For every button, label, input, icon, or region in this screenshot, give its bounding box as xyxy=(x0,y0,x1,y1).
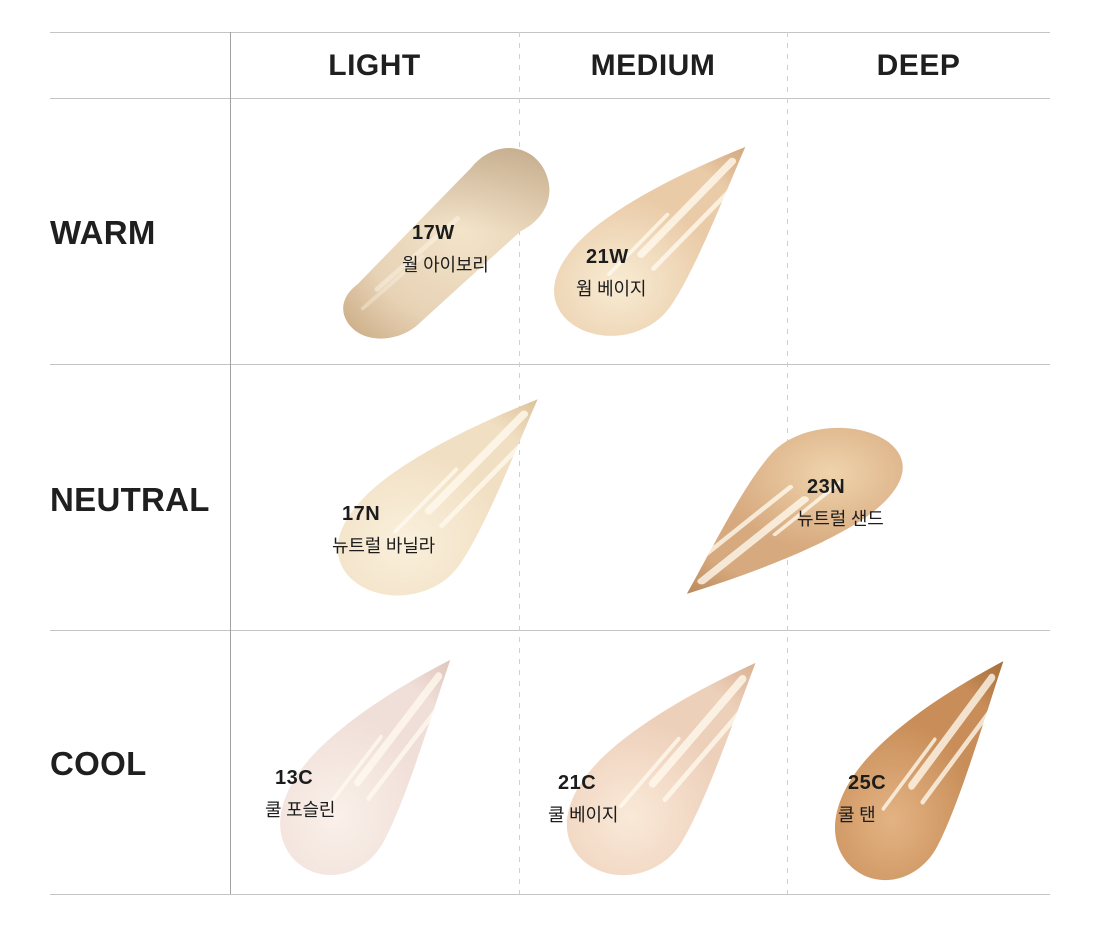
grid-line-top xyxy=(50,32,1050,33)
shade-name: 월 아이보리 xyxy=(402,255,489,275)
swatch-21w xyxy=(537,140,762,340)
shade-code: 17W xyxy=(412,222,455,244)
foundation-smear-23n xyxy=(668,424,922,600)
swatch-25c xyxy=(820,653,1018,885)
smear-highlight xyxy=(695,495,810,586)
shade-label-25c: 25C 쿨 탠 xyxy=(838,772,886,827)
smear-highlight xyxy=(636,156,738,259)
shade-name: 쿨 탠 xyxy=(838,805,876,825)
smear-highlight xyxy=(907,672,997,792)
row-header-neutral: NEUTRAL xyxy=(50,481,210,518)
shade-label-13c: 13C 쿨 포슬린 xyxy=(265,767,335,822)
row-header-warm: WARM xyxy=(50,214,156,251)
smear-highlight xyxy=(423,409,530,516)
grid-line-row1-bottom xyxy=(50,364,1050,365)
grid-line-header-bottom xyxy=(50,98,1050,99)
foundation-smear-13c xyxy=(265,652,465,880)
shade-label-23n: 23N 뉴트럴 샌드 xyxy=(797,476,884,531)
shade-code: 23N xyxy=(807,476,846,498)
shade-label-21c: 21C 쿨 베이지 xyxy=(548,772,618,827)
swatch-21c xyxy=(550,655,772,880)
shade-label-17n: 17N 뉴트럴 바닐라 xyxy=(332,503,435,558)
grid-line-row2-bottom xyxy=(50,630,1050,631)
shade-label-21w: 21W 웜 베이지 xyxy=(576,246,646,301)
column-header-medium: MEDIUM xyxy=(590,49,716,82)
smear-highlight xyxy=(881,737,937,812)
smear-highlight xyxy=(353,671,444,788)
smear-highlight xyxy=(618,736,681,809)
swatch-17w xyxy=(325,138,552,340)
shade-name: 뉴트럴 샌드 xyxy=(797,509,884,529)
grid-line-vertical-solid xyxy=(230,32,231,894)
grid-line-vertical-dashed-1 xyxy=(519,32,520,894)
smear-highlight xyxy=(647,673,748,789)
shade-code: 25C xyxy=(848,772,887,794)
row-header-cool: COOL xyxy=(50,745,147,782)
shade-code: 21C xyxy=(558,772,597,794)
shade-label-17w: 17W 월 아이보리 xyxy=(402,222,489,277)
shade-name: 쿨 베이지 xyxy=(548,805,619,825)
shade-name: 웜 베이지 xyxy=(576,279,647,299)
shade-code: 17N xyxy=(342,503,381,525)
foundation-smear-25c xyxy=(820,653,1018,885)
shade-name: 쿨 포슬린 xyxy=(265,800,336,820)
swatch-13c xyxy=(265,652,465,880)
foundation-smear-21c xyxy=(550,655,772,880)
foundation-smear-17n xyxy=(320,392,555,600)
grid-line-bottom xyxy=(50,894,1050,895)
shade-name: 뉴트럴 바닐라 xyxy=(332,536,435,556)
column-header-deep: DEEP xyxy=(876,49,961,82)
shade-code: 13C xyxy=(275,767,314,789)
column-header-light: LIGHT xyxy=(328,49,421,82)
swatch-23n xyxy=(668,424,922,600)
foundation-smear-21w xyxy=(537,140,762,340)
swatch-17n xyxy=(320,392,555,600)
shade-code: 21W xyxy=(586,246,629,268)
